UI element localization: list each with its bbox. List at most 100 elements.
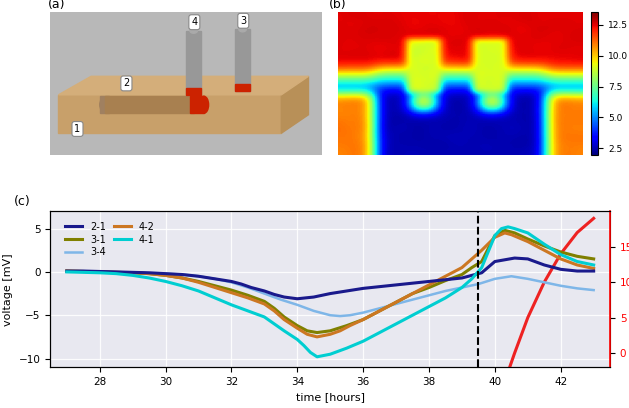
4-2 <box>211 285 219 290</box>
4-1 <box>307 350 314 355</box>
4-1 <box>504 224 512 229</box>
3-1 <box>442 278 449 283</box>
3-4 <box>376 306 384 311</box>
Line: 4-1: 4-1 <box>67 227 594 357</box>
4-2 <box>260 302 268 306</box>
4-2 <box>458 265 465 270</box>
2-1 <box>359 286 367 291</box>
Ellipse shape <box>100 97 109 113</box>
3-4 <box>557 283 564 288</box>
2-1 <box>238 282 245 286</box>
Bar <box>235 84 250 91</box>
2-1 <box>468 273 476 278</box>
4-1 <box>129 273 136 278</box>
4-2 <box>409 291 416 296</box>
3-4 <box>326 313 334 318</box>
3-1 <box>511 231 518 235</box>
2-1 <box>376 284 384 289</box>
3-1 <box>326 328 334 333</box>
3-1 <box>409 291 416 296</box>
Text: (a): (a) <box>48 0 65 11</box>
4-2 <box>63 268 70 273</box>
2-1 <box>260 288 268 293</box>
3-1 <box>458 272 465 277</box>
3-4 <box>79 269 87 274</box>
3-4 <box>458 285 465 290</box>
3-4 <box>113 270 120 275</box>
3-1 <box>211 283 219 288</box>
4-2 <box>113 270 120 275</box>
4-1 <box>557 252 564 257</box>
Text: 1: 1 <box>74 124 81 134</box>
Bar <box>100 96 109 113</box>
3-1 <box>343 323 350 328</box>
Line: 2-1: 2-1 <box>67 258 594 299</box>
3-1 <box>96 269 104 274</box>
3-4 <box>337 314 344 319</box>
3-1 <box>129 271 136 275</box>
2-1 <box>343 288 350 293</box>
3-1 <box>376 308 384 313</box>
3-4 <box>294 302 301 307</box>
2-1 <box>590 268 598 273</box>
Text: (c): (c) <box>14 195 31 208</box>
Bar <box>191 96 204 113</box>
4-1 <box>96 271 104 275</box>
2-1 <box>96 269 104 274</box>
3-1 <box>590 257 598 262</box>
Text: 4: 4 <box>191 17 198 27</box>
4-2 <box>96 269 104 274</box>
3-4 <box>442 288 449 293</box>
4-2 <box>270 308 278 313</box>
4-1 <box>326 352 334 357</box>
4-2 <box>162 273 169 278</box>
4-2 <box>313 335 321 339</box>
3-4 <box>244 285 252 290</box>
Polygon shape <box>58 76 308 95</box>
3-1 <box>425 285 433 290</box>
3-4 <box>96 269 104 274</box>
3-4 <box>162 271 169 276</box>
3-4 <box>129 271 136 275</box>
2-1 <box>310 295 318 299</box>
3-1 <box>294 323 301 328</box>
4-1 <box>468 276 476 281</box>
2-1 <box>129 270 136 275</box>
4-2 <box>244 295 252 300</box>
4-2 <box>442 274 449 279</box>
2-1 <box>294 296 301 301</box>
4-1 <box>409 313 416 318</box>
3-4 <box>277 297 284 302</box>
3-1 <box>303 328 311 333</box>
Line: 3-1: 3-1 <box>67 231 594 333</box>
4-2 <box>129 271 136 275</box>
4-2 <box>178 275 186 280</box>
4-1 <box>260 315 268 319</box>
4-1 <box>79 270 87 275</box>
3-1 <box>468 265 476 270</box>
Legend: 2-1, 3-1, 3-4, 4-2, 4-1: 2-1, 3-1, 3-4, 4-2, 4-1 <box>61 218 159 261</box>
4-1 <box>376 330 384 335</box>
3-1 <box>491 233 499 238</box>
3-4 <box>310 308 318 313</box>
Text: (b): (b) <box>328 0 346 11</box>
4-1 <box>162 279 169 284</box>
3-4 <box>425 293 433 298</box>
Ellipse shape <box>190 28 198 33</box>
2-1 <box>211 276 219 281</box>
2-1 <box>79 268 87 273</box>
4-2 <box>574 262 581 267</box>
3-1 <box>478 259 486 264</box>
2-1 <box>195 274 203 279</box>
2-1 <box>574 268 581 273</box>
3-4 <box>228 280 235 285</box>
3-1 <box>244 293 252 298</box>
4-2 <box>508 232 515 237</box>
4-1 <box>574 259 581 264</box>
2-1 <box>501 257 508 262</box>
4-2 <box>337 328 344 333</box>
3-4 <box>346 313 353 318</box>
Bar <box>235 29 250 91</box>
4-1 <box>195 288 203 293</box>
Text: 3: 3 <box>240 16 247 26</box>
